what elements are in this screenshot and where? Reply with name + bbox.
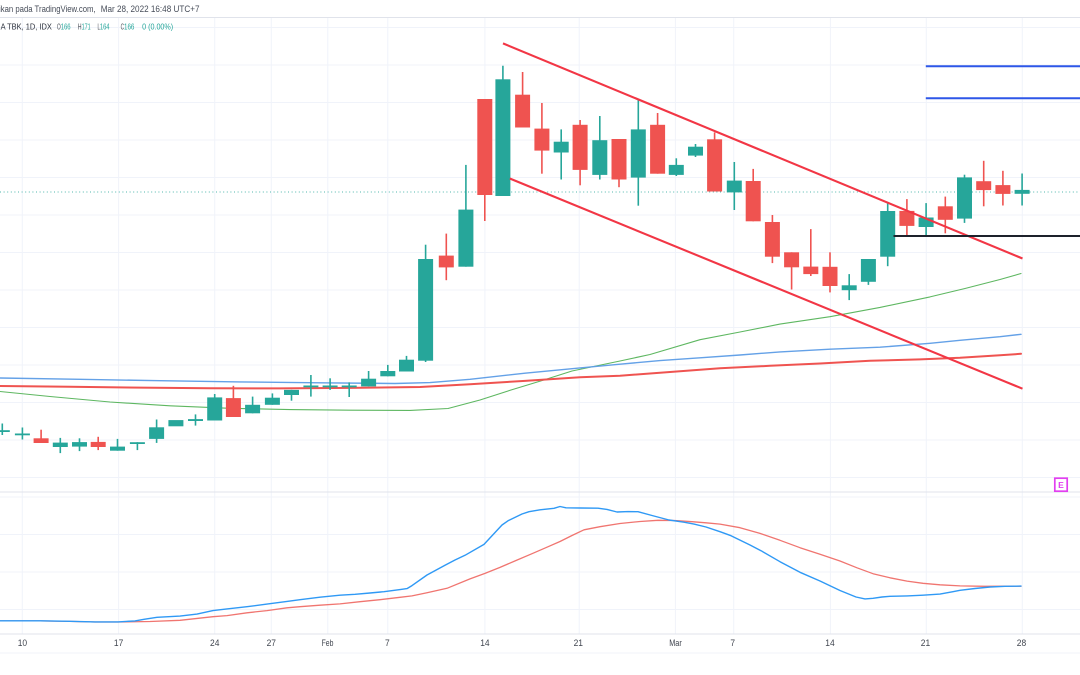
- svg-text:10: 10: [18, 638, 27, 649]
- svg-text:E: E: [1058, 480, 1064, 490]
- svg-text:ikan pada TradingView.com,: ikan pada TradingView.com,: [0, 4, 96, 14]
- svg-text:7: 7: [730, 638, 735, 649]
- svg-text:14: 14: [825, 638, 834, 649]
- svg-text:A TBK, 1D, IDX: A TBK, 1D, IDX: [1, 22, 53, 32]
- svg-text:14: 14: [480, 638, 489, 649]
- svg-text:21: 21: [574, 638, 583, 649]
- svg-text:L: L: [98, 22, 101, 32]
- svg-text:C: C: [121, 22, 124, 32]
- svg-text:0 (0.00%): 0 (0.00%): [142, 22, 173, 32]
- svg-text:28: 28: [1017, 638, 1026, 649]
- svg-text:24: 24: [210, 638, 219, 649]
- svg-text:Mar 28, 2022 16:48 UTC+7: Mar 28, 2022 16:48 UTC+7: [101, 4, 200, 14]
- svg-text:O: O: [57, 22, 61, 32]
- svg-text:17: 17: [114, 638, 123, 649]
- svg-text:164: 164: [100, 22, 110, 32]
- svg-text:Feb: Feb: [322, 638, 334, 649]
- svg-text:7: 7: [385, 638, 390, 649]
- svg-text:166: 166: [124, 22, 135, 32]
- svg-text:21: 21: [921, 638, 930, 649]
- svg-text:Mar: Mar: [669, 638, 682, 649]
- svg-text:H: H: [78, 22, 82, 32]
- svg-text:171: 171: [82, 22, 91, 32]
- svg-text:166: 166: [61, 22, 71, 32]
- svg-text:27: 27: [267, 638, 276, 649]
